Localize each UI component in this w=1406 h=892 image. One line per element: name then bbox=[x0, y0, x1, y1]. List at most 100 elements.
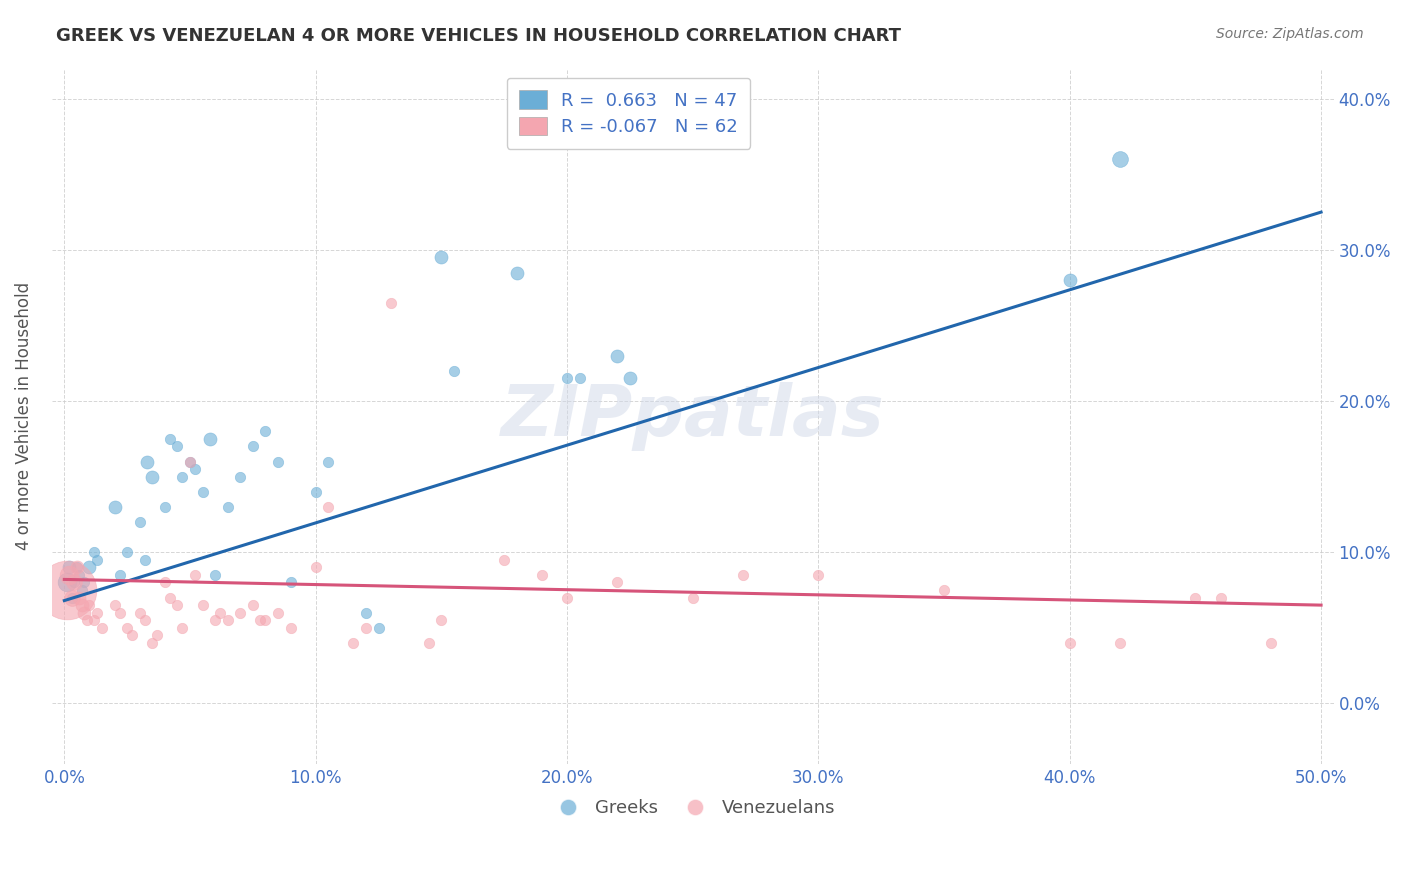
Point bbox=[217, 500, 239, 514]
Point bbox=[60, 591, 83, 605]
Point bbox=[267, 606, 290, 620]
Point bbox=[153, 575, 176, 590]
Point bbox=[76, 613, 98, 627]
Point bbox=[115, 545, 138, 559]
Point bbox=[73, 575, 96, 590]
Point bbox=[443, 364, 465, 378]
Point bbox=[267, 454, 290, 468]
Point bbox=[179, 454, 201, 468]
Text: Source: ZipAtlas.com: Source: ZipAtlas.com bbox=[1216, 27, 1364, 41]
Point bbox=[134, 553, 156, 567]
Point bbox=[136, 454, 159, 468]
Text: ZIPpatlas: ZIPpatlas bbox=[501, 382, 884, 450]
Point bbox=[430, 251, 453, 265]
Point bbox=[682, 591, 704, 605]
Point bbox=[103, 598, 125, 612]
Point bbox=[354, 606, 377, 620]
Point bbox=[115, 621, 138, 635]
Point bbox=[254, 425, 277, 439]
Point bbox=[932, 582, 955, 597]
Point bbox=[731, 567, 754, 582]
Point bbox=[1109, 152, 1132, 166]
Point bbox=[172, 621, 194, 635]
Point bbox=[430, 613, 453, 627]
Point bbox=[555, 371, 578, 385]
Point bbox=[555, 591, 578, 605]
Point bbox=[128, 606, 150, 620]
Point bbox=[153, 500, 176, 514]
Point bbox=[249, 613, 271, 627]
Point bbox=[86, 553, 108, 567]
Point bbox=[66, 560, 89, 574]
Point bbox=[1109, 636, 1132, 650]
Point bbox=[619, 371, 641, 385]
Point bbox=[506, 266, 529, 280]
Point bbox=[354, 621, 377, 635]
Point bbox=[280, 621, 302, 635]
Point bbox=[1059, 636, 1081, 650]
Text: GREEK VS VENEZUELAN 4 OR MORE VEHICLES IN HOUSEHOLD CORRELATION CHART: GREEK VS VENEZUELAN 4 OR MORE VEHICLES I… bbox=[56, 27, 901, 45]
Point bbox=[166, 439, 188, 453]
Point bbox=[316, 500, 339, 514]
Point bbox=[204, 613, 226, 627]
Point bbox=[56, 582, 79, 597]
Point bbox=[60, 591, 83, 605]
Point bbox=[58, 560, 80, 574]
Point bbox=[380, 295, 402, 310]
Point bbox=[209, 606, 232, 620]
Point bbox=[191, 598, 214, 612]
Point bbox=[141, 469, 163, 483]
Point bbox=[146, 628, 169, 642]
Point bbox=[494, 553, 516, 567]
Point bbox=[179, 454, 201, 468]
Point bbox=[70, 582, 93, 597]
Point bbox=[217, 613, 239, 627]
Point bbox=[172, 469, 194, 483]
Point bbox=[134, 613, 156, 627]
Legend: Greeks, Venezuelans: Greeks, Venezuelans bbox=[543, 792, 842, 824]
Point bbox=[204, 567, 226, 582]
Point bbox=[91, 621, 114, 635]
Point bbox=[184, 567, 207, 582]
Point bbox=[606, 575, 628, 590]
Point bbox=[316, 454, 339, 468]
Point bbox=[305, 484, 328, 499]
Point bbox=[63, 575, 86, 590]
Point bbox=[1260, 636, 1282, 650]
Point bbox=[242, 439, 264, 453]
Point bbox=[63, 575, 86, 590]
Point bbox=[67, 591, 90, 605]
Point bbox=[58, 567, 80, 582]
Point bbox=[367, 621, 389, 635]
Point bbox=[1209, 591, 1232, 605]
Point bbox=[70, 598, 93, 612]
Point bbox=[229, 469, 252, 483]
Point bbox=[103, 500, 125, 514]
Point bbox=[229, 606, 252, 620]
Point bbox=[79, 560, 101, 574]
Point bbox=[242, 598, 264, 612]
Point bbox=[79, 598, 101, 612]
Point bbox=[1184, 591, 1206, 605]
Point bbox=[184, 462, 207, 476]
Point bbox=[83, 545, 105, 559]
Point bbox=[418, 636, 440, 650]
Point bbox=[159, 432, 181, 446]
Point bbox=[56, 575, 79, 590]
Point bbox=[121, 628, 143, 642]
Point bbox=[108, 567, 131, 582]
Point bbox=[67, 567, 90, 582]
Point bbox=[83, 613, 105, 627]
Point bbox=[606, 349, 628, 363]
Point bbox=[108, 606, 131, 620]
Y-axis label: 4 or more Vehicles in Household: 4 or more Vehicles in Household bbox=[15, 282, 32, 550]
Point bbox=[166, 598, 188, 612]
Point bbox=[342, 636, 364, 650]
Point bbox=[159, 591, 181, 605]
Point bbox=[86, 606, 108, 620]
Point bbox=[66, 560, 89, 574]
Point bbox=[1059, 273, 1081, 287]
Point bbox=[141, 636, 163, 650]
Point bbox=[568, 371, 591, 385]
Point bbox=[191, 484, 214, 499]
